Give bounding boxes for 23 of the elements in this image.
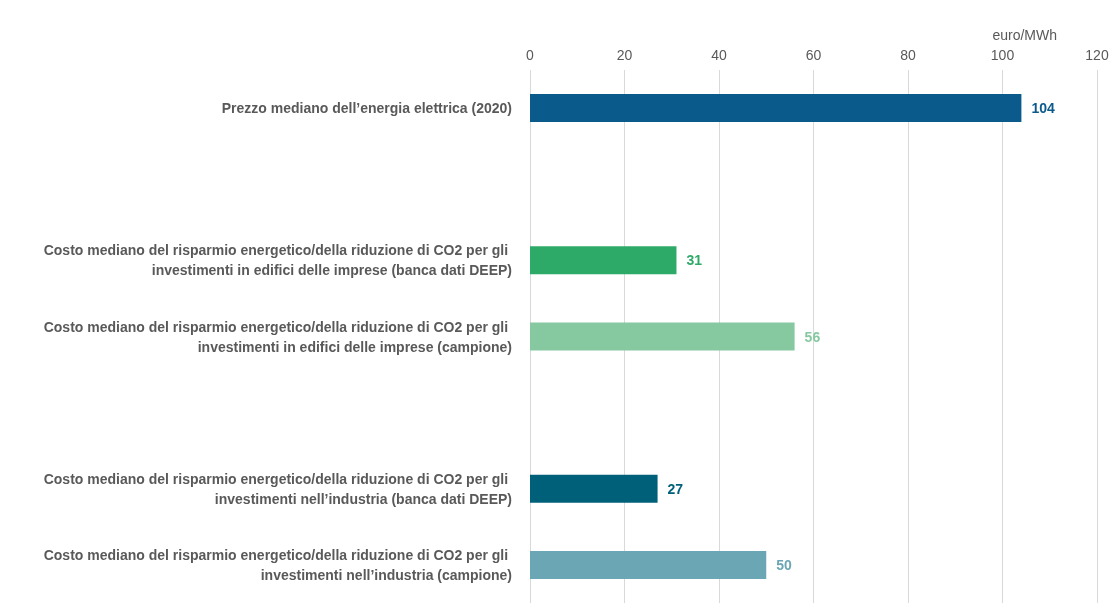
y-tick-label: Costo mediano del risparmio energetico/della riduzione di CO2 per gli investimenti in edifici delle imprese (banca dati DEEP) [43, 242, 512, 279]
x-tick-label: 100 [990, 47, 1015, 63]
y-tick-label: Costo mediano del risparmio energetico/della riduzione di CO2 per gli investimenti nell’industria (campione) [43, 546, 512, 583]
data-label: 56 [804, 328, 821, 345]
y-tick-label: Costo mediano del risparmio energetico/della riduzione di CO2 per gli investimenti nell’industria (banca dati DEEP) [43, 470, 512, 507]
x-tick-label: 40 [711, 47, 727, 63]
x-tick-label: 0 [526, 47, 535, 63]
bar [530, 94, 1022, 123]
bar [530, 474, 658, 503]
x-tick-label: 60 [805, 47, 822, 63]
x-tick-label: 120 [1085, 47, 1109, 63]
data-label: 104 [1031, 100, 1055, 117]
bar [530, 246, 677, 275]
y-tick-label: Prezzo mediano dell’energia elettrica (2020) [221, 100, 512, 117]
x-tick-label: 20 [616, 47, 633, 63]
y-tick-label: Costo mediano del risparmio energetico/della riduzione di CO2 per gli investimenti in edifici delle imprese (campione) [43, 318, 512, 355]
x-tick-label: 80 [900, 47, 916, 63]
data-label: 50 [776, 556, 793, 573]
x-axis-title: euro/MWh [992, 27, 1057, 43]
bar [530, 550, 767, 579]
bar [530, 322, 795, 351]
data-label: 27 [667, 480, 684, 497]
data-label: 31 [686, 252, 703, 269]
